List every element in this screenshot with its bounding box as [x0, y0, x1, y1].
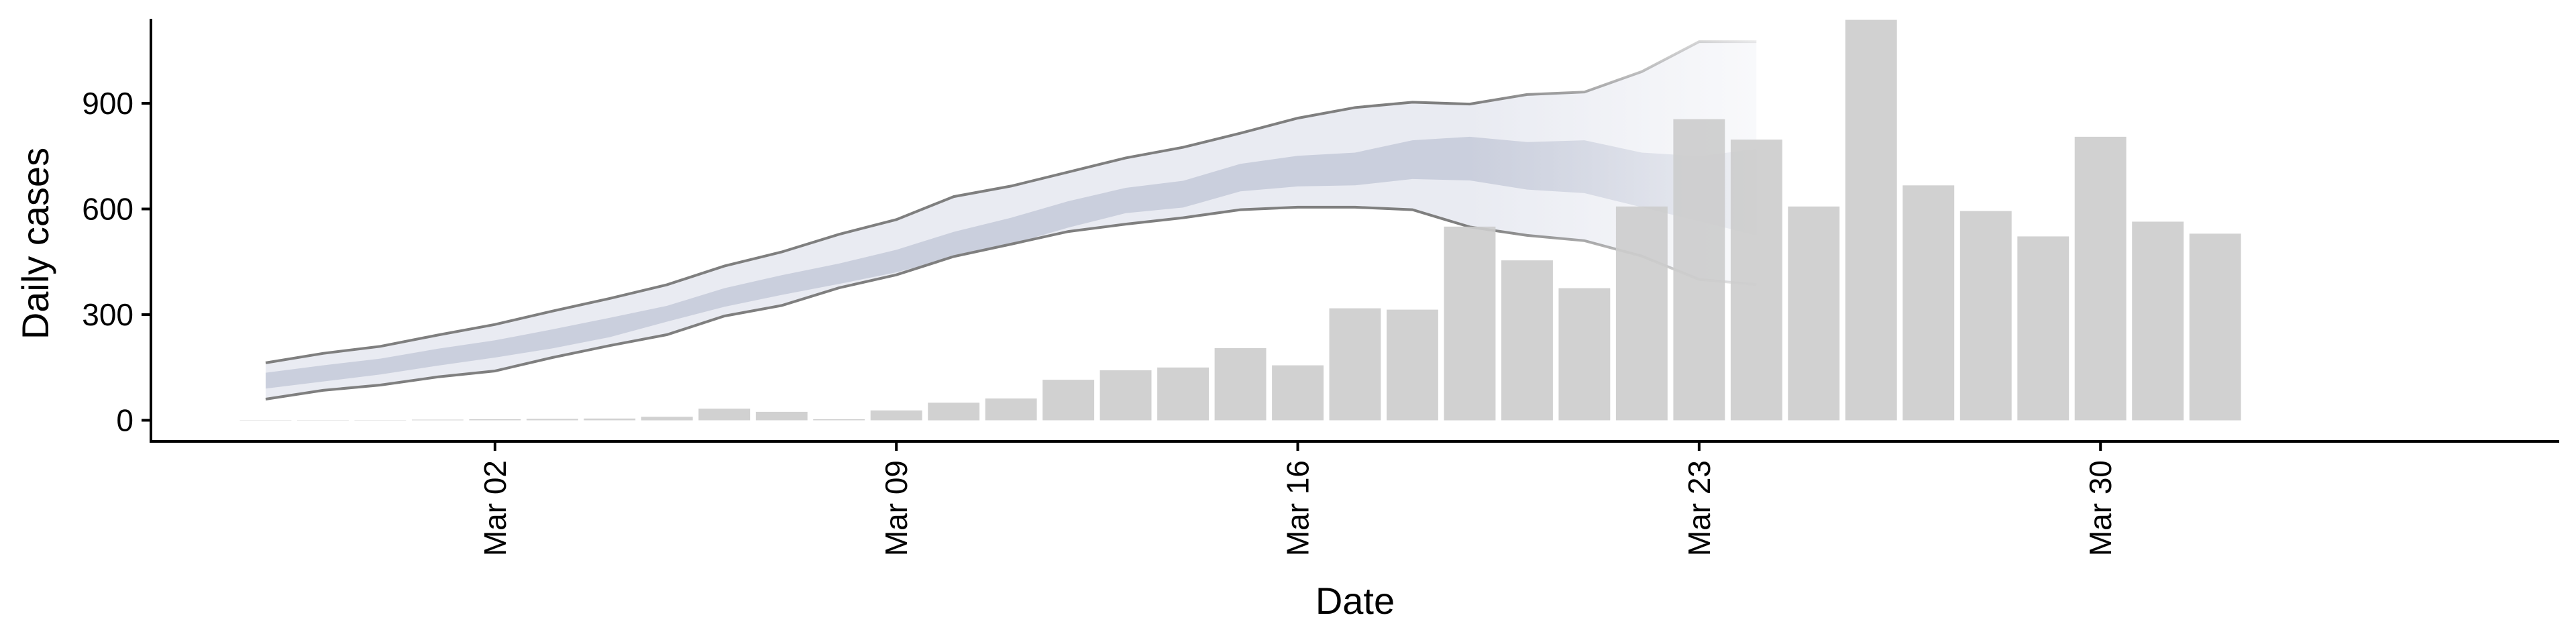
bar-2020-03-18	[1387, 309, 1438, 421]
x-tick-label: Mar 09	[879, 460, 914, 556]
bar-2020-02-28	[297, 420, 349, 421]
bar-layer	[239, 19, 2241, 421]
bar-2020-03-23	[1673, 119, 1725, 421]
bar-2020-03-06	[698, 409, 751, 421]
bar-2020-03-12	[1042, 380, 1095, 421]
bar-2020-03-29	[2017, 236, 2070, 421]
bar-2020-03-16	[1272, 365, 1324, 421]
bar-2020-03-26	[1845, 19, 1897, 421]
bar-2020-02-27	[239, 420, 292, 421]
y-tick-label: 300	[82, 297, 133, 332]
bar-2020-03-02	[469, 419, 521, 421]
bar-2020-03-07	[755, 411, 808, 421]
x-tick-label: Mar 16	[1281, 460, 1316, 556]
bar-2020-03-11	[985, 398, 1037, 421]
bar-2020-03-04	[584, 418, 636, 421]
band-50-area	[266, 136, 1757, 389]
x-tick-label: Mar 23	[1682, 460, 1717, 556]
bar-2020-03-14	[1157, 367, 1209, 421]
bar-2020-03-22	[1615, 206, 1668, 421]
bar-2020-03-15	[1214, 347, 1267, 421]
band-90-lower-line	[265, 205, 1757, 400]
x-ticks: Mar 02 Mar 09 Mar 16 Mar 23 Mar 30	[478, 441, 2118, 556]
bar-2020-03-09	[870, 410, 922, 421]
y-ticks: 0 300 600 900	[82, 86, 151, 438]
bar-2020-03-10	[928, 402, 980, 421]
bar-2020-03-31	[2132, 221, 2184, 421]
bar-2020-03-27	[1902, 185, 1955, 421]
y-tick-label: 900	[82, 86, 133, 121]
y-axis-title: Daily cases	[14, 148, 56, 339]
bar-2020-03-28	[1960, 211, 2012, 421]
x-tick-label: Mar 02	[478, 460, 513, 556]
y-tick-label: 0	[116, 403, 133, 438]
x-tick-label: Mar 30	[2083, 460, 2118, 556]
bar-2020-03-21	[1558, 288, 1611, 421]
bar-2020-03-01	[411, 419, 464, 421]
bar-2020-03-30	[2074, 136, 2127, 421]
x-axis-title: Date	[1316, 580, 1395, 622]
bar-2020-03-24	[1730, 140, 1782, 421]
bar-2020-03-08	[813, 419, 865, 421]
bar-2020-03-17	[1329, 308, 1381, 421]
bar-2020-03-05	[641, 417, 693, 421]
bar-2020-03-03	[526, 419, 578, 421]
y-tick-label: 600	[82, 192, 133, 227]
band-90-upper-line	[265, 40, 1757, 364]
bar-2020-03-20	[1501, 260, 1553, 421]
estimate-band-layer	[265, 40, 1757, 400]
bar-2020-02-29	[354, 420, 407, 421]
bar-2020-03-19	[1444, 226, 1496, 421]
bar-2020-04-01	[2189, 233, 2241, 421]
bar-2020-03-25	[1788, 206, 1840, 421]
bar-2020-03-13	[1099, 370, 1152, 421]
axis-layer	[150, 19, 2559, 443]
